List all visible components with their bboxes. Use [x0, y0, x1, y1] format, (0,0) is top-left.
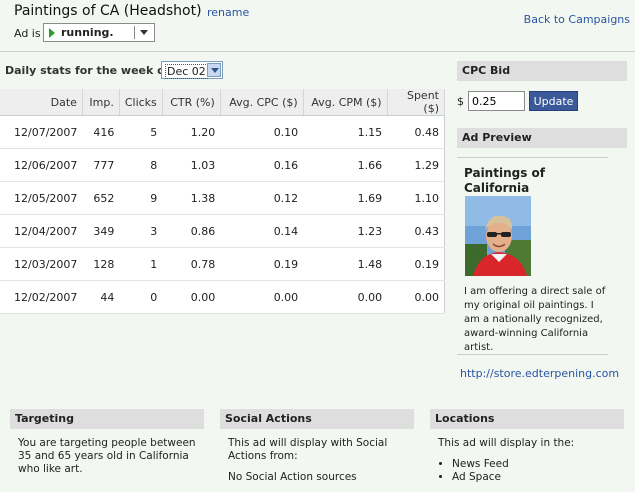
table-row: 12/02/2007 44 0 0.00 0.00 0.00 0.00	[0, 280, 445, 314]
rename-link[interactable]: rename	[207, 6, 250, 19]
ad-preview-photo[interactable]	[465, 196, 531, 276]
currency-label: $	[457, 95, 464, 108]
ad-status-select[interactable]: running.	[43, 23, 155, 42]
week-select[interactable]: Dec 02	[161, 61, 223, 79]
ad-header: Paintings of CA (Headshot) rename Back t…	[0, 0, 635, 52]
table-cell: 0.16	[220, 148, 304, 182]
targeting-panel: Targeting You are targeting people betwe…	[10, 409, 204, 476]
table-cell: 0.00	[162, 280, 221, 314]
table-cell: 128	[82, 247, 120, 281]
table-cell: 0.00	[387, 280, 445, 314]
table-cell: 0.00	[220, 280, 304, 314]
table-cell: 1	[119, 247, 163, 281]
table-cell: 9	[119, 181, 163, 215]
play-icon	[49, 28, 55, 38]
table-cell: 0.43	[387, 214, 445, 248]
table-cell: 1.15	[303, 115, 388, 149]
table-cell: 12/02/2007	[0, 280, 83, 314]
table-cell: 416	[82, 115, 120, 149]
ad-title: Paintings of CA (Headshot)	[14, 3, 202, 19]
table-header-row: Date Imp. Clicks CTR (%) Avg. CPC ($) Av…	[0, 89, 446, 116]
chevron-down-icon[interactable]	[207, 63, 221, 77]
table-cell: 1.10	[387, 181, 445, 215]
table-cell: 44	[82, 280, 120, 314]
cpc-bid-input[interactable]	[468, 91, 525, 111]
ad-preview-heading: Ad Preview	[457, 128, 627, 148]
locations-text: This ad will display in the:	[438, 437, 575, 449]
table-cell: 1.38	[162, 181, 221, 215]
cpc-bid-section: CPC Bid	[457, 61, 627, 81]
select-divider	[134, 26, 135, 39]
list-item: News Feed	[452, 458, 616, 471]
table-cell: 5	[119, 115, 163, 149]
social-actions-body: This ad will display with Social Actions…	[220, 429, 414, 484]
ad-preview-card[interactable]: Paintings of California I am offering a …	[457, 157, 608, 355]
table-row: 12/06/2007 777 8 1.03 0.16 1.66 1.29	[0, 148, 445, 182]
targeting-heading: Targeting	[10, 409, 204, 429]
column-header: Imp.	[82, 89, 120, 116]
table-cell: 1.66	[303, 148, 388, 182]
table-cell: 0.48	[387, 115, 445, 149]
table-cell: 1.29	[387, 148, 445, 182]
table-cell: 3	[119, 214, 163, 248]
table-cell: 0	[119, 280, 163, 314]
cpc-bid-heading: CPC Bid	[457, 61, 627, 81]
column-header: CTR (%)	[162, 89, 221, 116]
week-label: Daily stats for the week of:	[5, 64, 174, 77]
table-cell: 1.23	[303, 214, 388, 248]
table-cell: 349	[82, 214, 120, 248]
locations-panel: Locations This ad will display in the: N…	[430, 409, 624, 484]
table-cell: 1.03	[162, 148, 221, 182]
table-cell: 0.86	[162, 214, 221, 248]
social-actions-panel: Social Actions This ad will display with…	[220, 409, 414, 492]
table-row: 12/07/2007 416 5 1.20 0.10 1.15 0.48	[0, 115, 445, 149]
table-cell: 12/05/2007	[0, 181, 83, 215]
week-value: Dec 02	[165, 64, 208, 79]
chevron-down-icon	[140, 30, 148, 35]
column-header: Avg. CPC ($)	[220, 89, 304, 116]
table-cell: 0.10	[220, 115, 304, 149]
table-row: 12/04/2007 349 3 0.86 0.14 1.23 0.43	[0, 214, 445, 248]
ad-status-label: Ad is	[14, 27, 41, 40]
column-header: Spent ($)	[387, 89, 446, 116]
table-cell: 0.12	[220, 181, 304, 215]
table-cell: 777	[82, 148, 120, 182]
update-bid-button[interactable]: Update	[529, 91, 578, 111]
table-cell: 0.19	[220, 247, 304, 281]
table-cell: 0.78	[162, 247, 221, 281]
back-to-campaigns-link[interactable]: Back to Campaigns	[523, 13, 630, 26]
ad-destination-link[interactable]: http://store.edterpening.com	[460, 367, 620, 380]
column-header: Clicks	[119, 89, 163, 116]
table-cell: 12/06/2007	[0, 148, 83, 182]
daily-stats-table: Date Imp. Clicks CTR (%) Avg. CPC ($) Av…	[0, 89, 446, 314]
ad-status-value: running.	[61, 26, 114, 39]
column-header: Date	[0, 89, 83, 116]
list-item: Ad Space	[452, 471, 616, 484]
table-cell: 1.20	[162, 115, 221, 149]
social-actions-heading: Social Actions	[220, 409, 414, 429]
table-cell: 0.14	[220, 214, 304, 248]
table-cell: 8	[119, 148, 163, 182]
social-actions-sources: No Social Action sources	[228, 471, 357, 483]
locations-list: News Feed Ad Space	[438, 458, 616, 484]
table-cell: 12/03/2007	[0, 247, 83, 281]
table-cell: 12/04/2007	[0, 214, 83, 248]
locations-heading: Locations	[430, 409, 624, 429]
table-cell: 0.19	[387, 247, 445, 281]
table-cell: 1.48	[303, 247, 388, 281]
ad-preview-section: Ad Preview	[457, 128, 627, 148]
table-cell: 652	[82, 181, 120, 215]
targeting-text: You are targeting people between 35 and …	[18, 437, 196, 475]
table-cell: 12/07/2007	[0, 115, 83, 149]
table-cell: 1.69	[303, 181, 388, 215]
ad-preview-body[interactable]: I am offering a direct sale of my origin…	[464, 286, 606, 353]
table-row: 12/03/2007 128 1 0.78 0.19 1.48 0.19	[0, 247, 445, 281]
locations-body: This ad will display in the: News Feed A…	[430, 429, 624, 484]
social-actions-text: This ad will display with Social Actions…	[228, 437, 388, 462]
table-row: 12/05/2007 652 9 1.38 0.12 1.69 1.10	[0, 181, 445, 215]
ad-preview-title[interactable]: Paintings of California	[464, 166, 545, 195]
column-header: Avg. CPM ($)	[303, 89, 388, 116]
table-cell: 0.00	[303, 280, 388, 314]
